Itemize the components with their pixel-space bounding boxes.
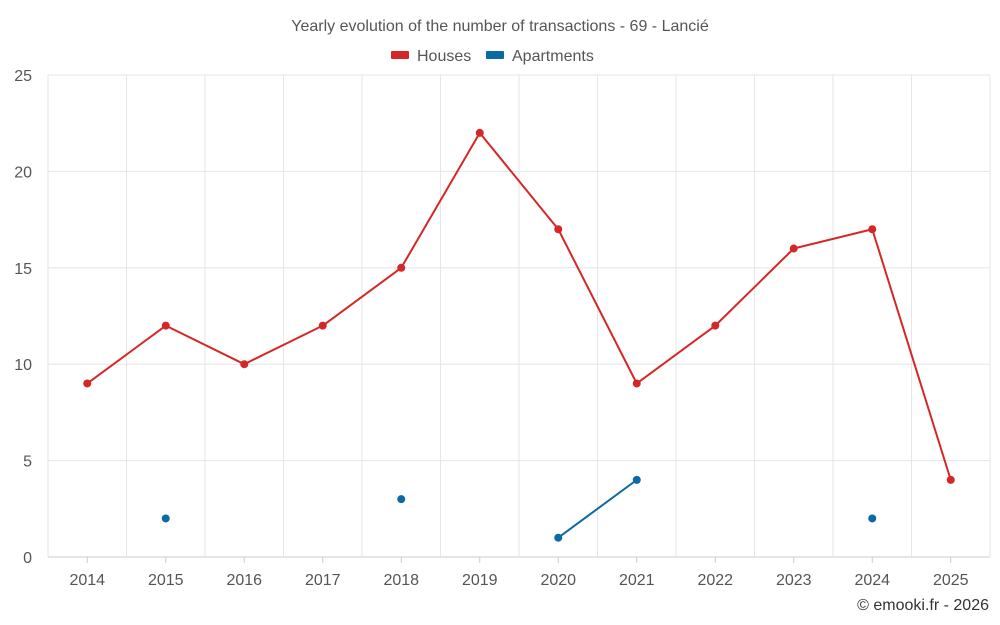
y-tick-label: 20 bbox=[14, 164, 32, 181]
x-tick-label: 2021 bbox=[619, 572, 655, 589]
x-tick-label: 2017 bbox=[305, 572, 341, 589]
data-point-apartments[interactable] bbox=[161, 514, 170, 523]
grid bbox=[47, 74, 991, 558]
series-line-houses bbox=[557, 228, 638, 385]
legend-swatch-apartments bbox=[486, 51, 504, 59]
series-line-houses bbox=[400, 131, 481, 269]
data-point-houses[interactable] bbox=[83, 379, 92, 388]
data-point-houses[interactable] bbox=[554, 225, 563, 234]
series-line-houses bbox=[478, 131, 560, 231]
y-tick-label: 15 bbox=[14, 261, 32, 278]
x-tick-label: 2014 bbox=[69, 572, 105, 589]
data-point-houses[interactable] bbox=[397, 263, 406, 272]
series bbox=[83, 128, 955, 542]
chart-title: Yearly evolution of the number of transa… bbox=[291, 18, 709, 35]
y-tick-label: 10 bbox=[14, 357, 32, 374]
legend-swatch-houses bbox=[391, 51, 409, 59]
data-point-houses[interactable] bbox=[868, 225, 877, 234]
legend-label-apartments: Apartments bbox=[512, 48, 594, 65]
data-point-apartments[interactable] bbox=[554, 533, 563, 542]
series-line-apartments bbox=[557, 478, 638, 539]
data-point-houses[interactable] bbox=[318, 321, 327, 330]
legend-item-apartments[interactable]: Apartments bbox=[486, 48, 594, 65]
y-tick-label: 0 bbox=[23, 550, 32, 567]
y-axis-ticks: 0 5 10 15 20 25 bbox=[14, 68, 32, 567]
data-point-houses[interactable] bbox=[632, 379, 641, 388]
x-tick-label: 2024 bbox=[854, 572, 890, 589]
data-point-houses[interactable] bbox=[946, 475, 955, 484]
x-tick-label: 2025 bbox=[933, 572, 969, 589]
series-line-houses bbox=[321, 266, 403, 327]
data-point-houses[interactable] bbox=[711, 321, 720, 330]
data-point-houses[interactable] bbox=[475, 128, 484, 137]
series-line-houses bbox=[871, 228, 952, 481]
x-tick-label: 2020 bbox=[540, 572, 576, 589]
x-tick-label: 2018 bbox=[383, 572, 419, 589]
series-line-houses bbox=[714, 247, 795, 327]
data-point-apartments[interactable] bbox=[632, 475, 641, 484]
x-tick-label: 2015 bbox=[148, 572, 184, 589]
series-line-houses bbox=[635, 324, 717, 385]
y-tick-label: 5 bbox=[23, 454, 32, 471]
legend: Houses Apartments bbox=[391, 48, 594, 65]
x-tick-label: 2022 bbox=[697, 572, 733, 589]
credit-text: © emooki.fr - 2026 bbox=[857, 597, 989, 614]
series-houses bbox=[83, 128, 955, 484]
x-axis-ticks: 2014 2015 2016 2017 2018 2019 2020 2021 2022 2023… bbox=[69, 557, 969, 589]
y-tick-label: 25 bbox=[14, 68, 32, 85]
legend-label-houses: Houses bbox=[417, 48, 471, 65]
data-point-houses[interactable] bbox=[789, 244, 798, 253]
data-point-houses[interactable] bbox=[161, 321, 170, 330]
data-point-apartments[interactable] bbox=[397, 495, 406, 504]
x-tick-label: 2023 bbox=[776, 572, 812, 589]
legend-item-houses[interactable]: Houses bbox=[391, 48, 471, 65]
series-apartments bbox=[161, 475, 877, 542]
data-point-houses[interactable] bbox=[240, 360, 249, 369]
x-tick-label: 2019 bbox=[462, 572, 498, 589]
series-line-houses bbox=[243, 324, 324, 366]
series-line-houses bbox=[86, 324, 167, 385]
x-tick-label: 2016 bbox=[226, 572, 262, 589]
series-line-houses bbox=[164, 324, 246, 366]
data-point-apartments[interactable] bbox=[868, 514, 877, 523]
series-line-houses bbox=[792, 228, 874, 250]
